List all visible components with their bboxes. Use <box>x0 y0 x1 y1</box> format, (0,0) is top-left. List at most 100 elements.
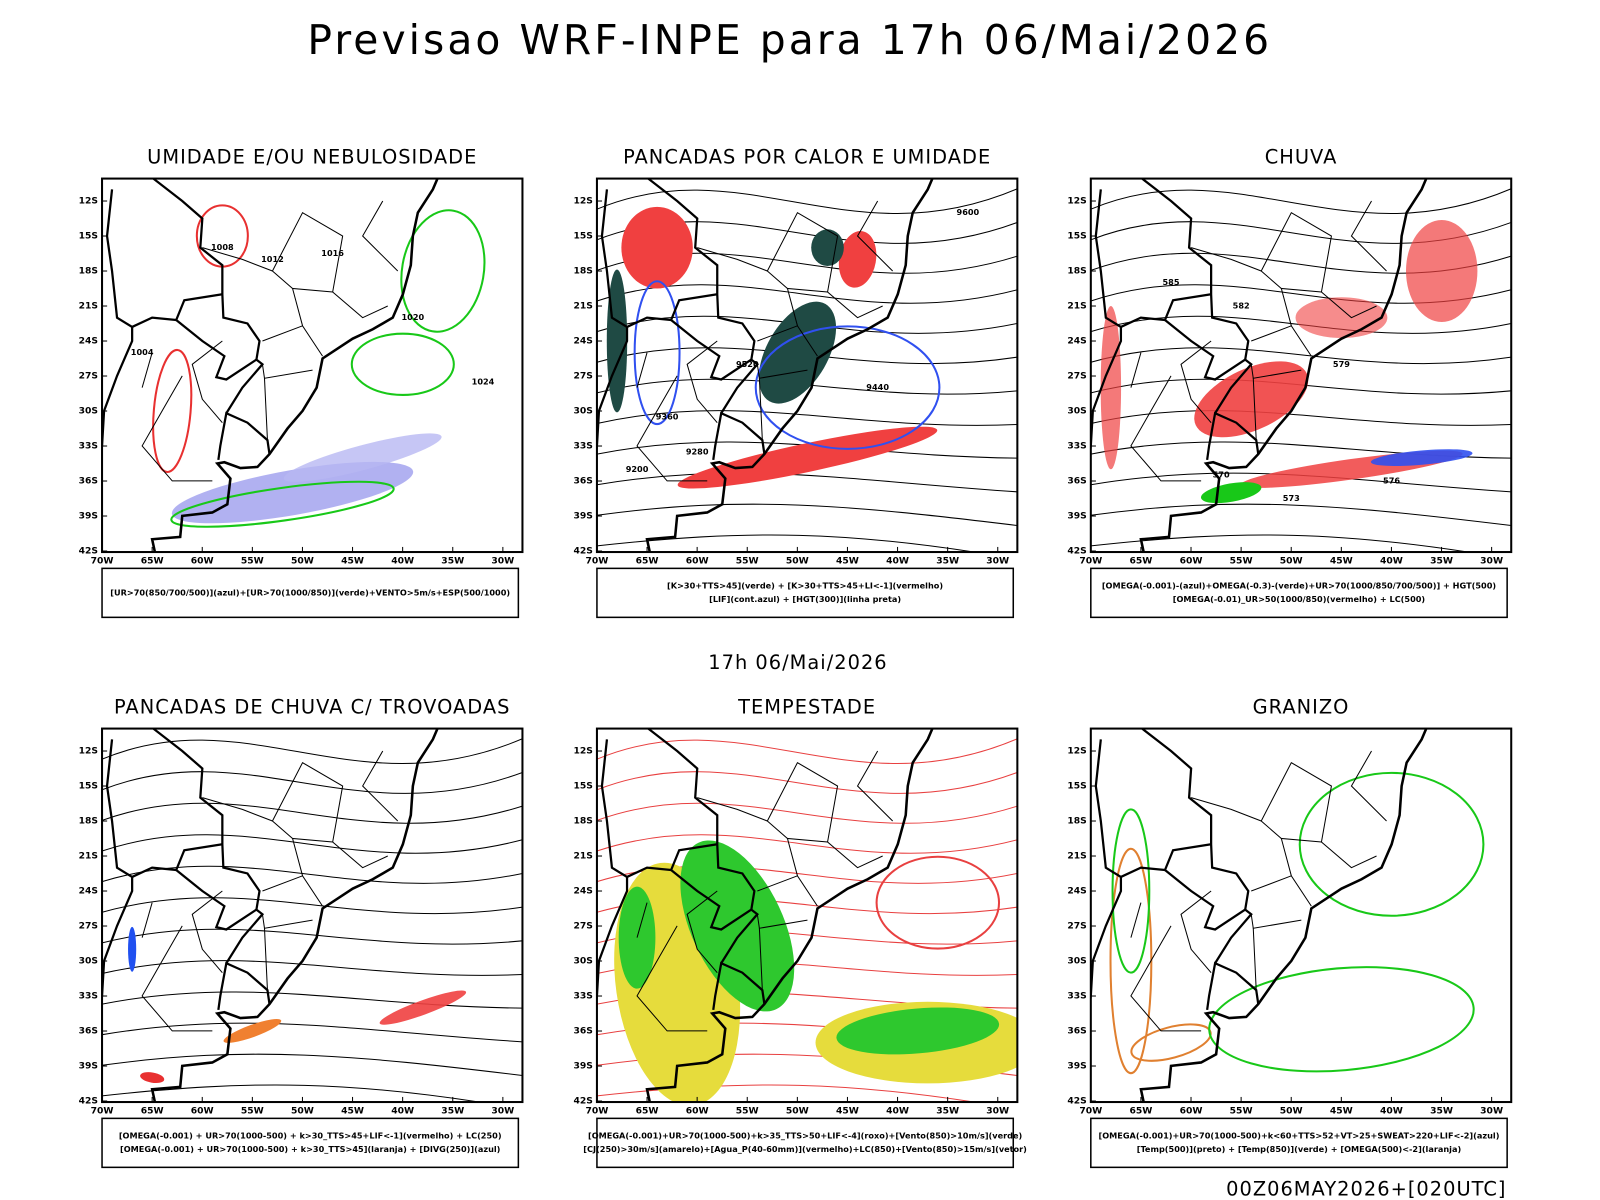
country-border <box>646 178 759 414</box>
lat-label: 30S <box>79 406 98 417</box>
field-area <box>838 231 877 288</box>
lon-label: 60W <box>191 1106 214 1117</box>
contour-line <box>1090 410 1512 426</box>
contour-line <box>1090 534 1472 553</box>
map <box>102 728 523 1103</box>
lon-label: 70W <box>91 556 114 567</box>
contour-label: 9200 <box>626 464 649 474</box>
country-border <box>712 961 766 1011</box>
lat-label: 15S <box>573 781 592 792</box>
lat-label: 42S <box>1067 1096 1086 1107</box>
footer: 00Z06MAY2026+[020UTC] <box>1226 1177 1506 1200</box>
coastline <box>150 178 439 553</box>
state-border <box>1130 925 1202 1032</box>
legend-text: [OMEGA(-0.001)-(azul)+OMEGA(-0.3)-(verde… <box>1102 581 1497 591</box>
contour-line <box>102 834 523 854</box>
legend-box <box>596 1117 1015 1169</box>
state-border <box>1251 875 1312 907</box>
panel: PANCADAS DE CHUVA C/ TROVOADAS 12S 15S 18S 2… <box>79 696 524 1169</box>
state-border <box>1252 919 1302 991</box>
contour-label: 1024 <box>472 376 495 386</box>
state-border <box>1190 797 1262 822</box>
panel-title: TEMPESTADE <box>737 696 876 719</box>
map-frame <box>101 177 524 554</box>
map-frame <box>595 727 1019 1104</box>
lat-label: 18S <box>79 816 98 827</box>
field-area <box>1130 1023 1212 1062</box>
field-area <box>677 426 938 489</box>
contour-label: 1016 <box>321 248 344 258</box>
lon-label: 65W <box>636 1106 659 1117</box>
state-border <box>362 200 399 272</box>
state-border <box>1130 375 1202 482</box>
contour-line <box>596 1084 978 1103</box>
field-area <box>1298 771 1485 917</box>
lat-label: 27S <box>79 371 98 382</box>
lat-label: 12S <box>1067 196 1086 207</box>
state-border <box>141 352 153 388</box>
lon-label: 50W <box>786 556 809 567</box>
contour-line <box>596 534 978 553</box>
country-border <box>1206 961 1260 1011</box>
field-area <box>1194 361 1309 438</box>
state-border <box>1180 340 1212 423</box>
contour-line <box>102 991 523 1009</box>
field-area <box>680 840 795 1012</box>
lon-label: 35W <box>441 1106 464 1117</box>
lat-label: 12S <box>79 196 98 207</box>
panel-title: GRANIZO <box>1253 696 1350 719</box>
contour-line <box>596 503 1018 527</box>
lon-label: 40W <box>391 556 414 567</box>
field-area <box>758 301 837 404</box>
lon-label: 30W <box>1480 1106 1503 1117</box>
state-border <box>756 914 760 929</box>
panel-title: PANCADAS POR CALOR E UMIDADE <box>623 146 991 169</box>
legend-text: [OMEGA(-0.001) + UR>70(1000-500) + k>30_… <box>120 1144 501 1154</box>
lat-label: 39S <box>1067 1061 1086 1072</box>
lat-label: 21S <box>1067 851 1086 862</box>
lat-label: 24S <box>79 336 98 347</box>
lon-label: 50W <box>291 1106 314 1117</box>
field-area <box>875 855 1001 950</box>
state-border <box>362 750 399 822</box>
contour-line <box>102 1022 523 1043</box>
lat-label: 12S <box>573 746 592 757</box>
country-border <box>1163 843 1246 931</box>
lat-label: 18S <box>573 816 592 827</box>
state-border <box>202 247 273 272</box>
field-area <box>1100 306 1122 470</box>
state-border <box>856 200 894 272</box>
lat-label: 18S <box>1067 266 1086 277</box>
field-area <box>128 926 137 972</box>
legend-box <box>1090 1117 1508 1169</box>
map-frame <box>101 727 524 1104</box>
legend-text: [OMEGA(-0.001)+UR>70(1000-500)+k<60+TTS>… <box>1098 1131 1499 1141</box>
lon-label: 65W <box>141 556 164 567</box>
map-frame <box>1089 727 1513 1104</box>
lat-label: 33S <box>79 441 98 452</box>
lon-label: 60W <box>191 556 214 567</box>
lat-label: 27S <box>79 921 98 932</box>
state-border <box>686 890 718 973</box>
field-area <box>152 348 193 473</box>
field-area <box>171 461 414 524</box>
country-border <box>669 293 752 381</box>
country-border <box>1163 293 1246 381</box>
lon-label: 40W <box>1380 556 1403 567</box>
country-border <box>600 739 672 879</box>
lat-label: 24S <box>573 886 592 897</box>
panel-title: PANCADAS DE CHUVA C/ TROVOADAS <box>114 696 511 719</box>
lat-label: 36S <box>1067 476 1086 487</box>
state-border <box>1280 837 1377 876</box>
country-border <box>105 739 177 879</box>
state-border <box>636 925 708 1032</box>
contour-line <box>596 802 1018 824</box>
country-border <box>712 411 766 461</box>
state-border <box>636 902 648 938</box>
state-border <box>261 914 265 929</box>
contour-line <box>1090 347 1512 365</box>
lat-label: 30S <box>573 956 592 967</box>
country-border <box>1094 189 1166 329</box>
lon-label: 40W <box>391 1106 414 1117</box>
lat-label: 24S <box>573 336 592 347</box>
